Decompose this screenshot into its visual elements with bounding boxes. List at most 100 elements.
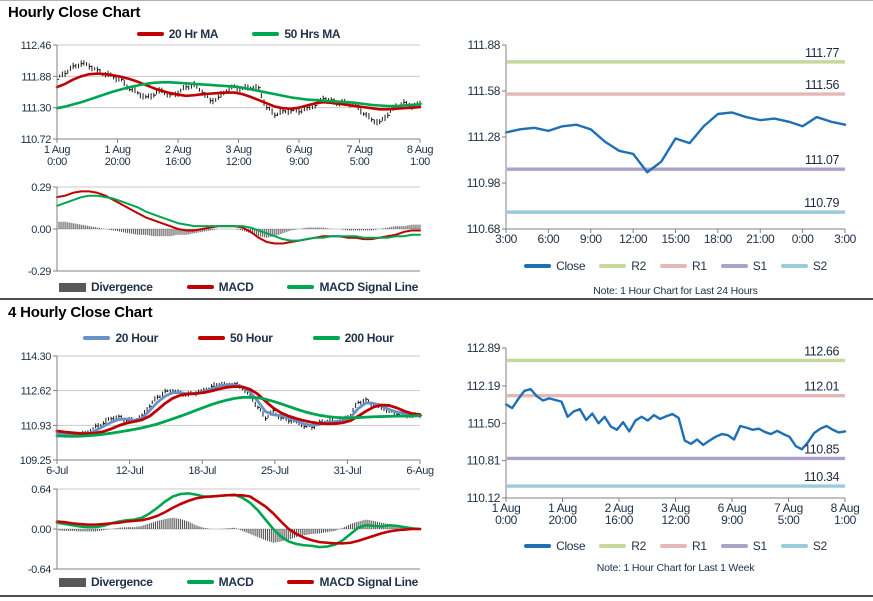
y-tick-label: 0.00	[31, 224, 51, 236]
hourly-pivot-note: Note: 1 Hour Chart for Last 24 Hours	[593, 285, 758, 297]
legend-swatch	[252, 32, 280, 36]
x-tick-label: 1 Aug 0:00	[492, 501, 521, 527]
x-tick-label: 1 Aug 0:00	[44, 144, 70, 168]
series-divergence	[56, 517, 419, 543]
gridlines	[57, 44, 420, 109]
legend-item-s2: S2	[780, 539, 827, 553]
legend-label: Close	[556, 259, 586, 273]
legend-item-50-hrs-ma: 50 Hrs MA	[252, 27, 341, 41]
hourly-pivot-chart: 110.68 110.98 111.28 111.58 111.88 3:00 6:00 9:…	[467, 38, 857, 246]
series	[55, 60, 423, 126]
x-tick-label: 7 Aug 5:00	[774, 501, 803, 527]
x-tick-label: 1 Aug 20:00	[548, 501, 577, 527]
y-tick-label: 111.30	[21, 103, 51, 115]
hourly-macd-chart: -0.29 0.00 0.29	[28, 182, 421, 277]
legend-swatch	[287, 285, 315, 289]
series-macd-signal-line	[55, 493, 422, 545]
pivot-value-R2: 111.77	[805, 46, 839, 60]
4hourly-macd-chart: -0.64 0.00 0.64	[28, 484, 422, 574]
y-tick-label: 110.98	[467, 176, 501, 190]
legend-item-s1: S1	[720, 259, 767, 273]
legend-swatch	[186, 580, 214, 584]
4hourly-macd-legend: Divergence MACD MACD Signal Line	[57, 575, 420, 589]
legend-label: 50 Hrs MA	[284, 27, 341, 41]
series-divergence	[56, 221, 421, 238]
x-tick-label: 3:00	[834, 232, 856, 246]
y-tick-label: 109.25	[20, 455, 52, 467]
pivot-value-S2: 110.79	[804, 196, 839, 210]
legend-item-close: Close	[524, 539, 586, 553]
y-tick-label: 110.93	[21, 420, 52, 432]
4hourly-close-chart: 109.25 110.93 112.62 114.30 6-Jul 12-Jul 18-Ju…	[20, 351, 435, 477]
legend-label: S2	[812, 539, 827, 553]
axes: 110.68 110.98 111.28 111.58 111.88 3:00 6:00 9:…	[467, 38, 857, 246]
x-tick-label: 6 Aug 9:00	[286, 144, 312, 168]
y-tick-label: 114.30	[21, 351, 52, 363]
x-tick-label: 6:00	[537, 232, 559, 246]
series-close	[504, 387, 847, 451]
legend-item-r1: R1	[660, 259, 707, 273]
legend-label: MACD	[218, 280, 254, 294]
hourly-close-chart: 110.72 111.30 111.88 112.46 1 Aug 0:00 1 Aug 20…	[21, 40, 434, 168]
weekly-pivot-legend: Close R2 R1 S1 S2	[498, 539, 853, 553]
axes: -0.29 0.00 0.29	[28, 182, 420, 277]
legend-label: MACD Signal Line	[319, 575, 419, 589]
y-tick-label: -0.64	[28, 564, 51, 574]
pivot-labels: 111.77 111.56 111.07 110.79	[804, 46, 840, 210]
x-tick-label: 6-Aug	[406, 465, 434, 477]
legend-swatch	[524, 544, 552, 548]
legend-label: MACD	[218, 575, 254, 589]
legend-label: 20 Hr MA	[168, 27, 219, 41]
legend-swatch	[720, 544, 748, 548]
legend-swatch	[83, 336, 111, 340]
legend-label: S2	[812, 259, 827, 273]
x-tick-label: 0:00	[792, 232, 814, 246]
x-tick-label: 25-Jul	[261, 465, 289, 477]
series	[504, 387, 847, 451]
pivot-lines	[507, 358, 845, 488]
axes: -0.64 0.00 0.64	[28, 484, 420, 574]
gridlines	[57, 186, 420, 230]
section-divider	[0, 298, 873, 300]
axes: 109.25 110.93 112.62 114.30 6-Jul 12-Jul 18-Ju…	[20, 351, 435, 477]
legend-swatch	[136, 32, 164, 36]
x-tick-label: 6 Aug 9:00	[718, 501, 747, 527]
weekly-pivot-chart: 110.12 110.81 111.50 112.19 112.89 1 Aug 0:00 1…	[467, 341, 860, 527]
x-tick-label: 12-Jul	[116, 465, 144, 477]
legend-swatch	[524, 264, 552, 268]
section-title-hourly: Hourly Close Chart	[8, 4, 141, 21]
legend-label: 200 Hour	[344, 331, 394, 345]
gridlines	[57, 355, 420, 426]
series-200-hour	[55, 395, 422, 438]
legend-swatch	[186, 285, 214, 289]
weekly-pivot-note: Note: 1 Hour Chart for Last 1 Week	[596, 562, 755, 574]
legend-item-20-hr-ma: 20 Hr MA	[136, 27, 219, 41]
legend-swatch	[198, 336, 226, 340]
series-50-hrs-ma	[55, 80, 422, 110]
x-tick-label: 7 Aug 5:00	[346, 144, 372, 168]
x-tick-label: 3:00	[495, 232, 517, 246]
legend-swatch	[660, 544, 688, 548]
y-tick-label: 110.81	[467, 454, 501, 468]
y-tick-label: 112.46	[21, 40, 52, 52]
pivot-value-S2: 110.34	[804, 470, 839, 484]
legend-item-divergence: Divergence	[58, 280, 153, 294]
series	[55, 381, 423, 438]
axes: 110.12 110.81 111.50 112.19 112.89 1 Aug 0:00 1…	[467, 341, 860, 527]
y-tick-label: 111.50	[467, 416, 500, 430]
series	[56, 190, 421, 245]
pivot-value-R1: 111.56	[805, 78, 839, 92]
x-tick-label: 31-Jul	[334, 465, 362, 477]
x-tick-label: 3 Aug 12:00	[225, 144, 251, 168]
4hourly-ma-legend: 20 Hour 50 Hour 200 Hour	[57, 331, 420, 345]
pivot-labels: 112.66 112.01 110.85 110.34	[804, 344, 840, 484]
section-title-4hourly: 4 Hourly Close Chart	[8, 304, 153, 321]
legend-label: R1	[692, 259, 707, 273]
hourly-ma-legend: 20 Hr MA 50 Hrs MA	[57, 27, 420, 41]
pivot-value-S1: 110.85	[804, 442, 839, 456]
legend-label: 50 Hour	[230, 331, 273, 345]
y-tick-label: 0.00	[31, 524, 51, 536]
legend-label: S1	[752, 259, 767, 273]
x-tick-label: 9:00	[580, 232, 602, 246]
